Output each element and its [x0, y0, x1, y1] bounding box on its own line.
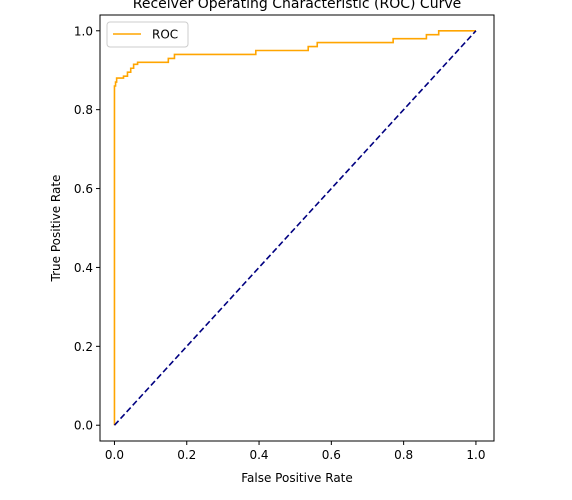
legend-box: [106, 21, 189, 48]
x-tick-label: 0.4: [249, 448, 268, 462]
x-tick-label: 0.6: [322, 448, 341, 462]
y-tick-label: 1.0: [74, 24, 93, 38]
series-roc-line: [113, 29, 476, 426]
x-tick-label: 0.2: [177, 448, 196, 462]
y-tick-label: 0.2: [74, 340, 93, 354]
x-tick-label: 0.0: [105, 448, 124, 462]
legend: ROC: [106, 21, 189, 48]
y-axis: 0.0 0.2 0.4 0.6 0.8 1.0: [74, 24, 100, 433]
plot-frame: [99, 14, 495, 442]
x-tick-label: 1.0: [466, 448, 485, 462]
y-tick-label: 0.8: [74, 103, 93, 117]
plot-lines: [113, 29, 477, 426]
x-axis: 0.0 0.2 0.4 0.6 0.8 1.0: [105, 441, 485, 462]
y-axis-label: True Positive Rate: [49, 175, 63, 283]
x-tick-label: 0.8: [394, 448, 413, 462]
legend-roc-label: ROC: [152, 28, 178, 42]
x-axis-label: False Positive Rate: [241, 471, 353, 485]
y-tick-label: 0.0: [74, 419, 93, 433]
chart-title: Receiver Operating Characteristic (ROC) …: [133, 0, 462, 12]
y-tick-label: 0.6: [74, 182, 93, 196]
y-tick-label: 0.4: [74, 261, 93, 275]
series-1-line: [113, 30, 477, 426]
